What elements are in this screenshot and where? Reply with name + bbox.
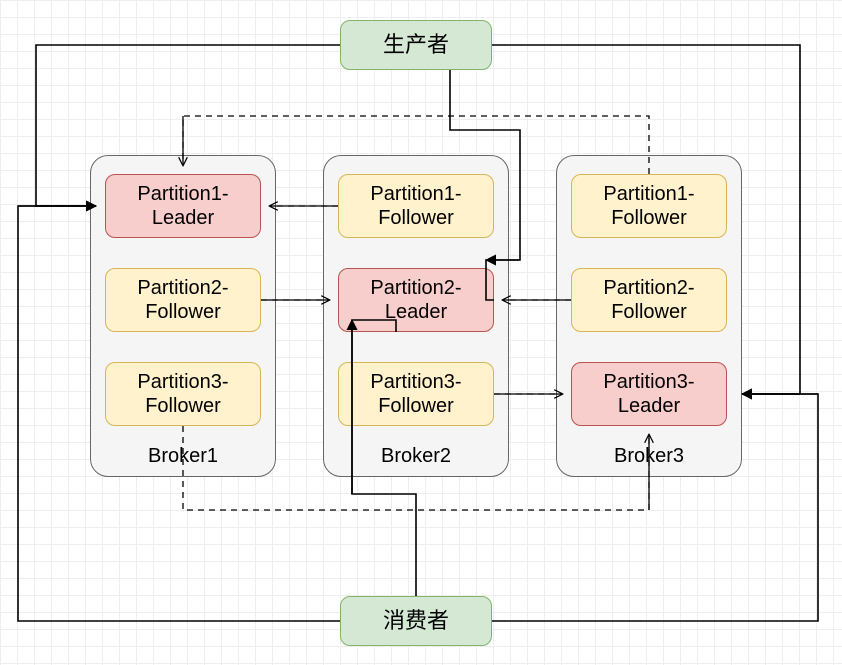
broker1-label: Broker1 [90, 445, 276, 468]
partition2-leader-b2: Partition2- Leader [338, 268, 494, 332]
partition3-follower-b2: Partition3- Follower [338, 362, 494, 426]
partition1-follower-b3: Partition1- Follower [571, 174, 727, 238]
partition3-follower-b1: Partition3- Follower [105, 362, 261, 426]
consumer-node: 消费者 [340, 596, 492, 646]
producer-node: 生产者 [340, 20, 492, 70]
partition3-leader-b3: Partition3- Leader [571, 362, 727, 426]
broker2-label: Broker2 [323, 445, 509, 468]
broker3-label: Broker3 [556, 445, 742, 468]
partition1-follower-b2: Partition1- Follower [338, 174, 494, 238]
partition2-follower-b3: Partition2- Follower [571, 268, 727, 332]
partition1-leader-b1: Partition1- Leader [105, 174, 261, 238]
partition2-follower-b1: Partition2- Follower [105, 268, 261, 332]
